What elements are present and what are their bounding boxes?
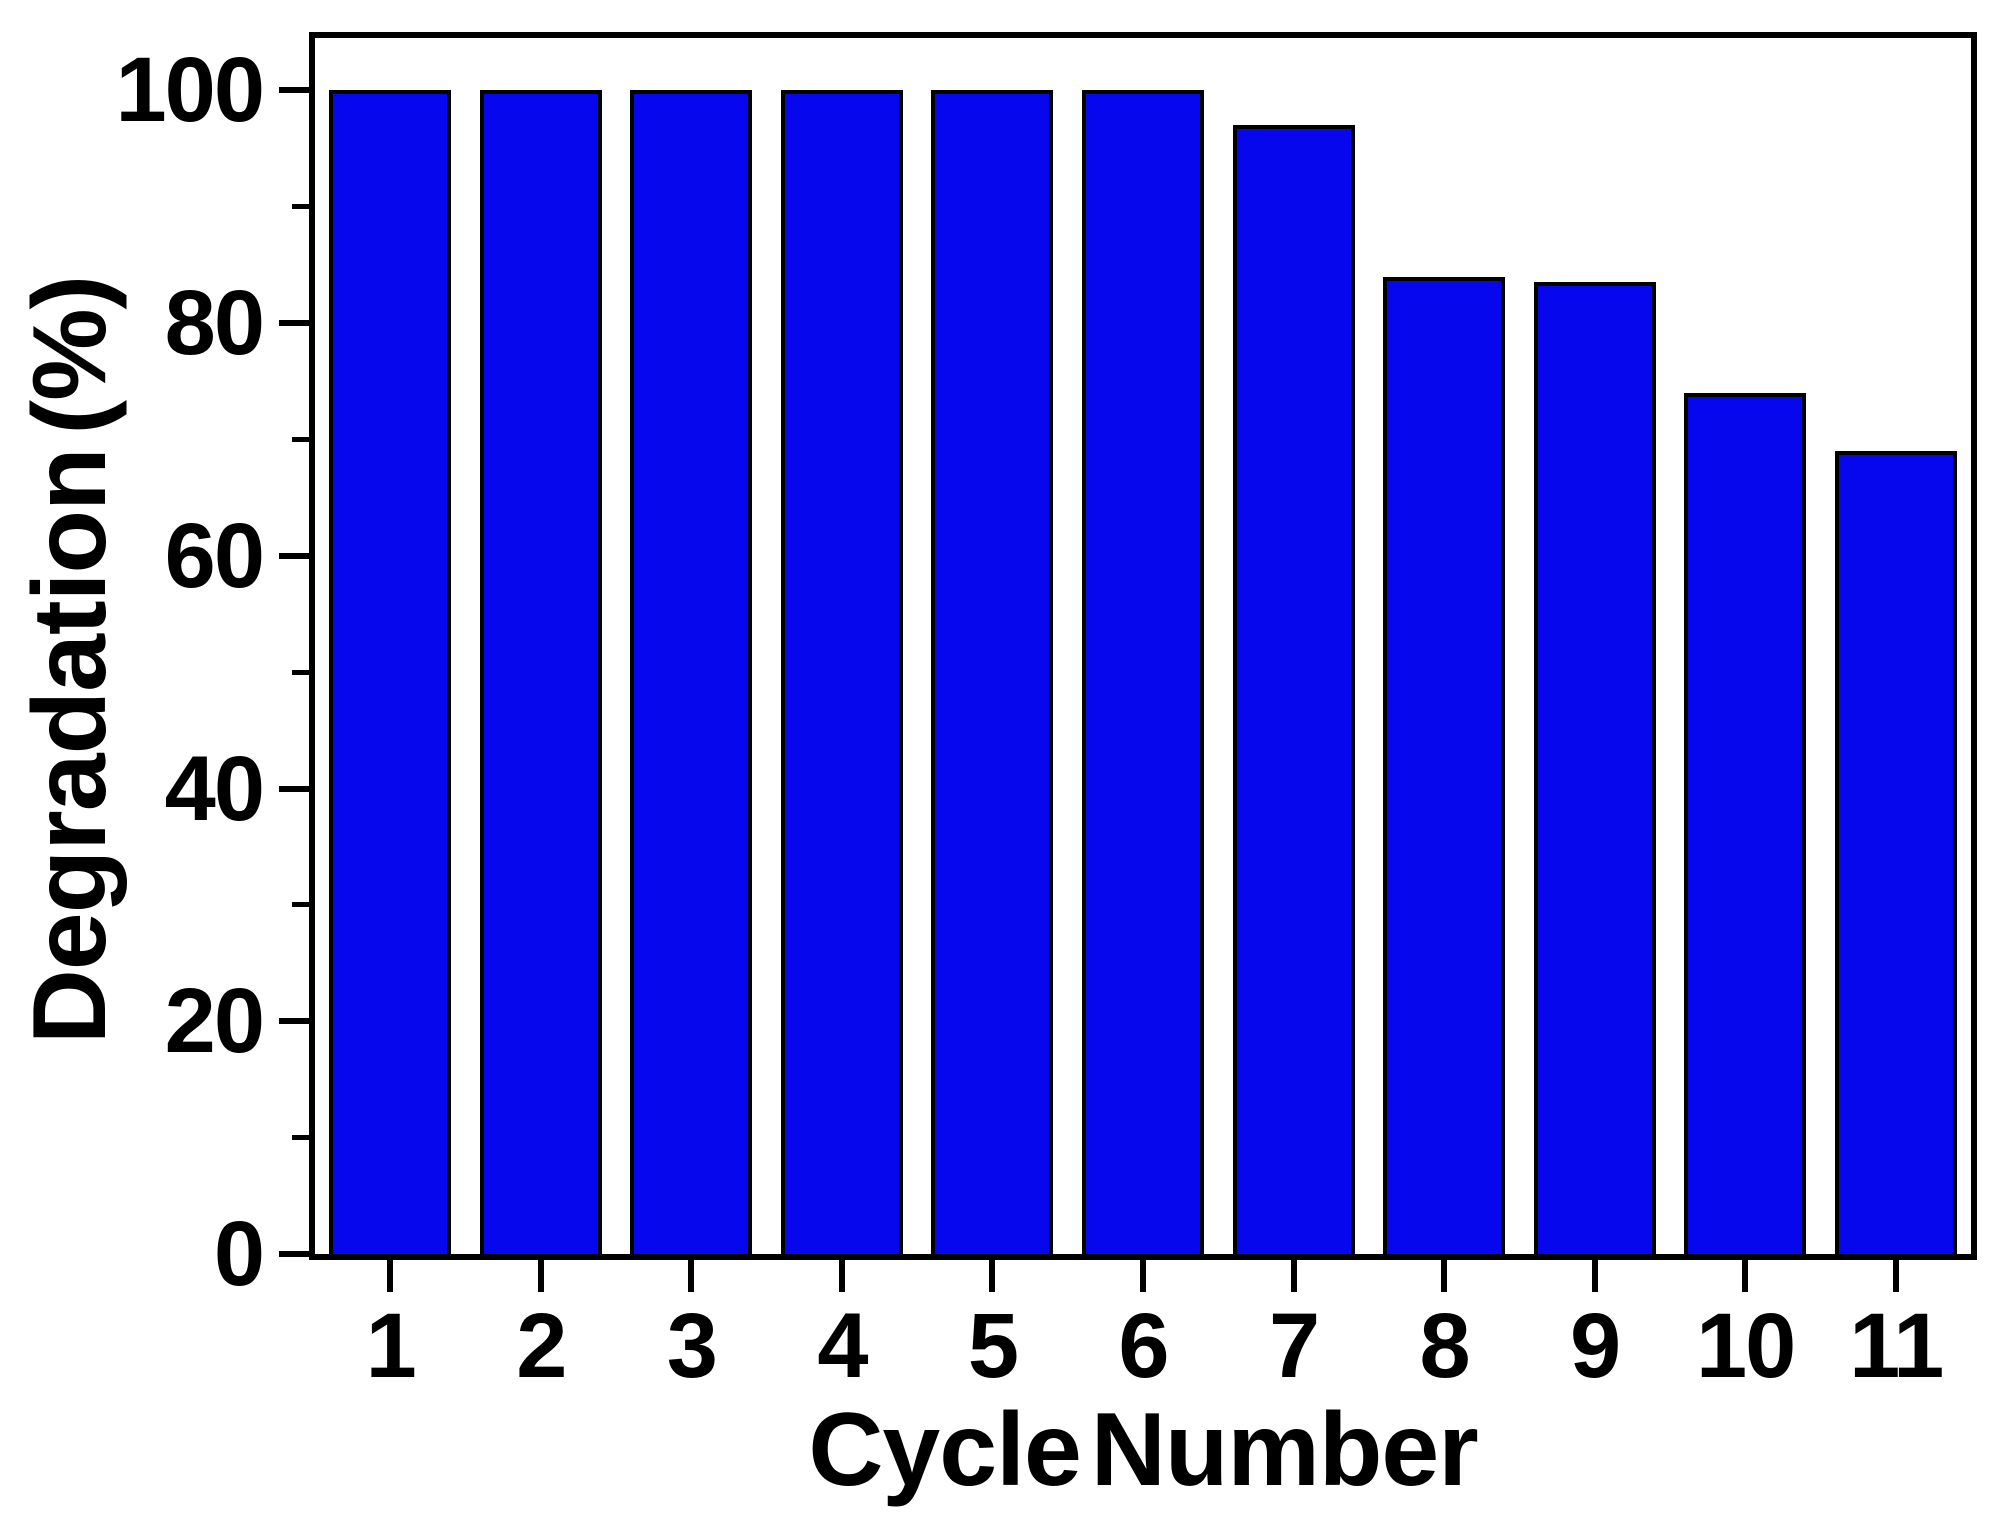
x-axis-tick-label: 7 <box>1268 1295 1320 1397</box>
y-axis-tick-label: 80 <box>164 272 265 375</box>
y-axis-tick-label: 20 <box>164 970 265 1073</box>
x-axis-tick <box>1441 1260 1448 1292</box>
y-axis-major-tick <box>279 1251 309 1257</box>
x-axis-tick <box>537 1260 544 1292</box>
x-axis-tick <box>387 1260 394 1292</box>
y-axis-minor-tick <box>292 1135 309 1141</box>
x-axis-tick-label: 10 <box>1696 1295 1796 1397</box>
bar-cycle-4 <box>780 90 903 1254</box>
bar-cycle-1 <box>329 90 452 1254</box>
x-axis-tick-label: 1 <box>365 1295 417 1397</box>
y-axis-major-tick <box>279 552 309 559</box>
x-axis-tick-label: 3 <box>666 1295 718 1397</box>
y-axis-minor-tick <box>292 669 309 675</box>
bar-cycle-2 <box>479 90 602 1254</box>
y-axis-major-tick <box>279 785 309 792</box>
x-axis-tick-label: 8 <box>1419 1295 1470 1397</box>
x-axis-tick <box>989 1260 996 1292</box>
x-axis-tick <box>1140 1260 1146 1292</box>
bar-cycle-8 <box>1383 276 1506 1254</box>
x-axis-tick-label: 11 <box>1849 1295 1944 1397</box>
x-axis-tick <box>1290 1260 1297 1292</box>
x-axis-tick <box>1892 1260 1899 1292</box>
y-axis-minor-tick <box>292 436 309 442</box>
x-axis-tick-label: 5 <box>967 1295 1019 1397</box>
bar-cycle-5 <box>931 90 1054 1254</box>
bar-cycle-11 <box>1834 451 1957 1254</box>
y-axis-tick-label: 60 <box>164 504 265 607</box>
bar-cycle-7 <box>1232 125 1355 1254</box>
x-axis-tick <box>1742 1260 1749 1292</box>
y-axis-tick-label: 0 <box>213 1203 265 1305</box>
y-axis-title: Degradation (%) <box>12 275 128 1045</box>
x-axis-tick-label: 4 <box>817 1295 868 1397</box>
x-axis-tick-label: 2 <box>516 1295 567 1397</box>
x-axis-tick <box>688 1260 695 1292</box>
bar-cycle-10 <box>1684 392 1807 1254</box>
y-axis-minor-tick <box>292 204 309 210</box>
x-axis-tick <box>838 1260 845 1292</box>
x-axis-tick <box>1591 1260 1598 1292</box>
y-axis-tick-label: 40 <box>164 737 265 840</box>
x-axis-tick-label: 9 <box>1570 1295 1621 1397</box>
bar-cycle-6 <box>1082 90 1204 1254</box>
y-axis-major-tick <box>279 1018 309 1025</box>
y-axis-major-tick <box>279 87 309 94</box>
x-axis-title: Cycle Number <box>808 1392 1478 1508</box>
x-axis-tick-label: 6 <box>1118 1295 1169 1397</box>
y-axis-minor-tick <box>292 902 309 908</box>
y-axis-major-tick <box>279 320 309 327</box>
y-axis-tick-label: 100 <box>115 39 266 142</box>
bar-cycle-3 <box>630 90 753 1254</box>
bar-cycle-9 <box>1533 282 1656 1254</box>
